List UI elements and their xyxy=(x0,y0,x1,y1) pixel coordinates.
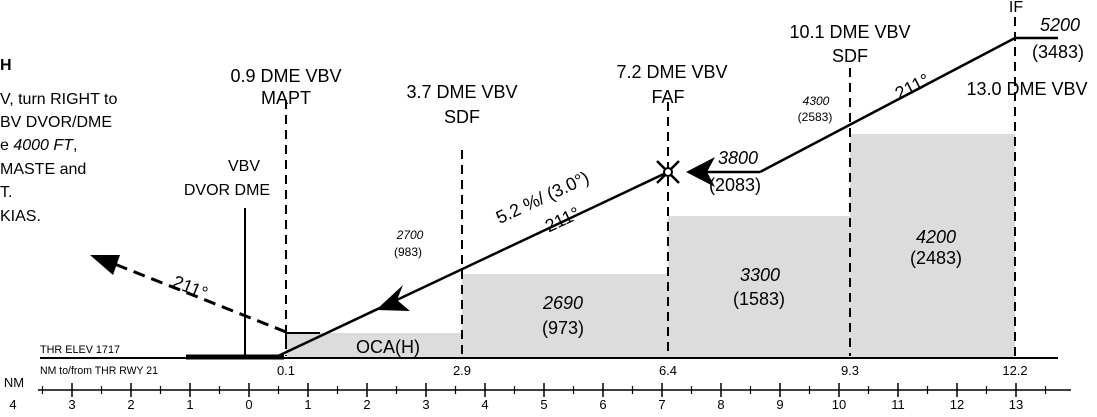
track-final-label: 211° xyxy=(542,203,583,236)
oca-area-3300 xyxy=(668,216,850,358)
hgt-2083-label: (2083) xyxy=(709,175,761,195)
if-altitude: 5200 xyxy=(1040,15,1080,35)
oca-973-hgt: (973) xyxy=(542,318,584,338)
if-height: (3483) xyxy=(1032,42,1084,62)
oca-area-2690 xyxy=(462,274,668,358)
missed-approach-line-1: V, turn RIGHT to xyxy=(0,91,117,108)
oca-step-line xyxy=(285,332,320,346)
nm-tick-label: 3 xyxy=(68,397,75,412)
nm-tick-label: 5 xyxy=(540,397,547,412)
nm-tick-label: 6 xyxy=(599,397,606,412)
alt-4300-label: 4300 xyxy=(803,94,830,108)
mapt-label: MAPT xyxy=(261,88,311,108)
dme-72-label: 7.2 DME VBV xyxy=(616,62,727,82)
alt-3800-label: 3800 xyxy=(718,148,758,168)
nm-tick-label: 4 xyxy=(9,397,16,412)
descent-profile xyxy=(277,36,1058,358)
dme-13-label: 13.0 DME VBV xyxy=(966,79,1087,99)
nm-ticks: 4 3 2 1 0 1 2 3 4 5 6 7 8 9 10 11 12 13 xyxy=(9,383,1047,412)
if-label: IF xyxy=(1009,0,1023,16)
missed-approach-line-5: T. xyxy=(0,184,12,201)
nm-tick-label: 12 xyxy=(950,397,964,412)
nm-tick-label: 2 xyxy=(127,397,134,412)
dist-122: 12.2 xyxy=(1002,363,1027,378)
intermediate-descent xyxy=(759,36,1016,174)
sdf-101-label: SDF xyxy=(832,46,868,66)
nm-tick-label: 3 xyxy=(422,397,429,412)
track-missed-label: 211° xyxy=(170,271,211,303)
missed-approach-line-6: KIAS. xyxy=(0,208,41,225)
missed-arrow-icon xyxy=(90,255,120,275)
oca-area-4200 xyxy=(850,134,1015,358)
dist-64: 6.4 xyxy=(659,363,677,378)
hgt-983-label: (983) xyxy=(394,245,422,259)
sdf-37-label: SDF xyxy=(444,107,480,127)
dist-93: 9.3 xyxy=(841,363,859,378)
oca-2690-alt: 2690 xyxy=(542,293,583,313)
thr-elev-label: THR ELEV 1717 xyxy=(40,344,120,356)
intermediate-arrow-icon xyxy=(686,157,715,187)
oca-4200-alt: 4200 xyxy=(916,227,956,247)
nm-tick-label: 1 xyxy=(186,397,193,412)
nm-tick-label: 10 xyxy=(832,397,846,412)
faf-marker-icon xyxy=(656,160,680,184)
nm-tick-label: 11 xyxy=(891,397,905,412)
nm-label: NM xyxy=(4,375,24,390)
oca-4200-hgt: (2483) xyxy=(910,248,962,268)
missed-approach-text: H V, turn RIGHT to BV DVOR/DME e 4000 FT… xyxy=(0,57,117,225)
dme-101-label: 10.1 DME VBV xyxy=(789,22,910,42)
dvor-dme-label: DVOR DME xyxy=(184,182,270,199)
hgt-2583-label: (2583) xyxy=(798,110,833,124)
dme-09-label: 0.9 DME VBV xyxy=(230,66,341,86)
missed-approach-heading: H xyxy=(0,57,12,74)
dist-01: 0.1 xyxy=(277,363,295,378)
nm-tick-label: 1 xyxy=(304,397,311,412)
dist-29: 2.9 xyxy=(453,363,471,378)
track-inter-label: 211° xyxy=(892,70,933,104)
nm-tick-label: 0 xyxy=(245,397,252,412)
missed-approach-line-4: MASTE and xyxy=(0,161,86,178)
nm-tick-label: 4 xyxy=(481,397,488,412)
alt-2700-label: 2700 xyxy=(396,228,424,242)
missed-approach-line-2: BV DVOR/DME xyxy=(0,114,112,131)
faf-label: FAF xyxy=(651,87,684,107)
nm-tick-label: 2 xyxy=(363,397,370,412)
dme-37-label: 3.7 DME VBV xyxy=(406,82,517,102)
nm-tick-label: 7 xyxy=(658,397,665,412)
final-arrow-icon xyxy=(376,285,410,311)
missed-approach-line xyxy=(111,261,287,334)
oca-h-label: OCA(H) xyxy=(356,337,420,357)
oca-areas xyxy=(286,134,1015,358)
oca-3300-hgt: (1583) xyxy=(733,289,785,309)
missed-approach-line-3: e 4000 FT, xyxy=(0,137,77,154)
oca-3300-alt: 3300 xyxy=(740,265,780,285)
vbv-label: VBV xyxy=(228,158,260,175)
fix-lines xyxy=(285,17,1016,356)
nm-tick-label: 13 xyxy=(1009,397,1023,412)
nm-tick-label: 9 xyxy=(776,397,783,412)
final-descent xyxy=(277,170,669,358)
nm-scale: NM 4 3 2 1 0 1 2 3 4 5 6 7 8 9 10 11 12 13 xyxy=(4,375,1071,412)
nm-to-from-label: NM to/from THR RWY 21 xyxy=(40,365,158,377)
nm-tick-label: 8 xyxy=(717,397,724,412)
